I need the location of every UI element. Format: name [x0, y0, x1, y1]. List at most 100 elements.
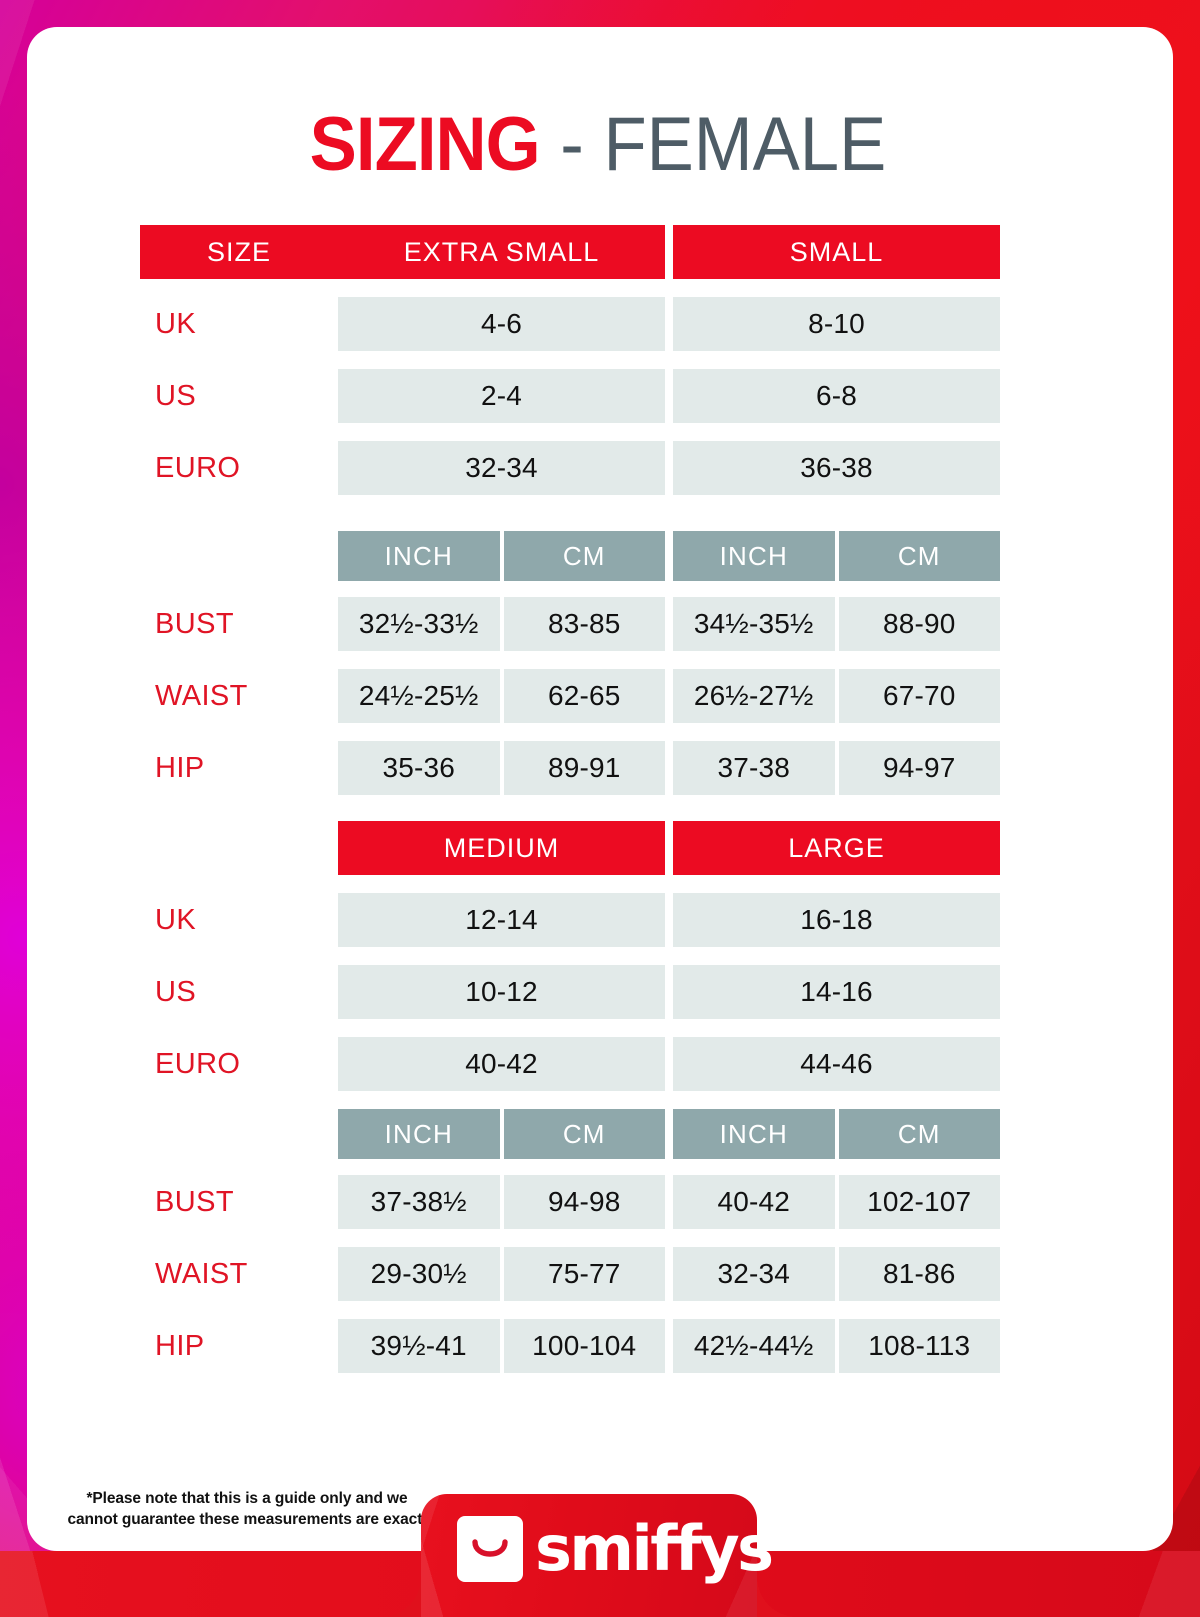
- row-label-hip: HIP: [155, 751, 205, 784]
- column-header-small: SMALL: [673, 225, 1000, 279]
- cell-hip-m-cm: 100-104: [503, 1319, 665, 1373]
- table-row-bust: BUST 32½-33½ 83-85 34½-35½ 88-90: [140, 597, 1000, 651]
- unit-header-inch-m: INCH: [338, 1109, 500, 1159]
- cell-waist-l-cm: 81-86: [838, 1247, 1000, 1301]
- smiffys-wordmark-text: smiffys: [535, 1511, 774, 1585]
- cell-separator: [499, 1247, 504, 1301]
- cell-separator: [834, 669, 839, 723]
- sizing-table-m-l: MEDIUM LARGE UK 12-14 16-18 US 10-12 14-…: [140, 821, 1000, 1373]
- sizing-card: SIZING - FEMALE SIZE EXTRA SMALL SMALL U…: [27, 27, 1173, 1551]
- cell-separator: [834, 597, 839, 651]
- cell-waist-m-inch: 29-30½: [338, 1247, 500, 1301]
- cell-bust-l-cm: 102-107: [838, 1175, 1000, 1229]
- table-row-hip: HIP 39½-41 100-104 42½-44½ 108-113: [140, 1319, 1000, 1373]
- smiffys-wordmark: smiffys ™: [535, 1517, 792, 1579]
- cell-uk-s: 8-10: [673, 297, 1000, 351]
- unit-header-cm-xs: CM: [503, 531, 665, 581]
- cell-separator: [834, 1247, 839, 1301]
- size-header-cell: SIZE: [140, 225, 338, 279]
- table-row-us: US 2-4 6-8: [140, 369, 1000, 423]
- cell-us-xs: 2-4: [338, 369, 665, 423]
- disclaimer-text: *Please note that this is a guide only a…: [67, 1490, 427, 1529]
- unit-header-separator: [499, 1109, 504, 1159]
- cell-separator: [499, 669, 504, 723]
- row-label-us: US: [155, 379, 197, 412]
- cell-waist-xs-inch: 24½-25½: [338, 669, 500, 723]
- cell-bust-s-cm: 88-90: [838, 597, 1000, 651]
- smile-icon: [457, 1516, 523, 1582]
- unit-header-row: INCH CM INCH CM: [140, 1109, 1000, 1159]
- row-label-waist: WAIST: [155, 679, 248, 712]
- row-label-uk: UK: [155, 307, 197, 340]
- cell-bust-xs-inch: 32½-33½: [338, 597, 500, 651]
- cell-uk-l: 16-18: [673, 893, 1000, 947]
- unit-header-label-spacer: [140, 1109, 338, 1159]
- table-row-uk: UK 12-14 16-18: [140, 893, 1000, 947]
- column-header-medium: MEDIUM: [338, 821, 665, 875]
- unit-header-cm-m: CM: [503, 1109, 665, 1159]
- cell-us-s: 6-8: [673, 369, 1000, 423]
- cell-separator: [499, 597, 504, 651]
- cell-hip-s-inch: 37-38: [673, 741, 835, 795]
- smiffys-logo: smiffys ™: [457, 1516, 792, 1582]
- unit-header-inch-l: INCH: [673, 1109, 835, 1159]
- unit-header-separator: [834, 531, 839, 581]
- size-header-spacer: [140, 821, 338, 875]
- unit-header-label-spacer: [140, 531, 338, 581]
- section-spacer: [140, 513, 1000, 531]
- title-light-part: - FEMALE: [560, 102, 887, 187]
- title-bold-part: SIZING: [309, 102, 541, 187]
- cell-waist-m-cm: 75-77: [503, 1247, 665, 1301]
- cell-hip-l-inch: 42½-44½: [673, 1319, 835, 1373]
- row-label-uk: UK: [155, 903, 197, 936]
- column-header-extra-small: EXTRA SMALL: [338, 225, 665, 279]
- cell-euro-l: 44-46: [673, 1037, 1000, 1091]
- cell-bust-l-inch: 40-42: [673, 1175, 835, 1229]
- row-label-us: US: [155, 975, 197, 1008]
- cell-hip-xs-cm: 89-91: [503, 741, 665, 795]
- cell-euro-s: 36-38: [673, 441, 1000, 495]
- unit-header-inch-xs: INCH: [338, 531, 500, 581]
- sizing-table-xs-s: SIZE EXTRA SMALL SMALL UK 4-6 8-10 US 2-…: [140, 225, 1000, 795]
- cell-us-m: 10-12: [338, 965, 665, 1019]
- cell-waist-l-inch: 32-34: [673, 1247, 835, 1301]
- cell-hip-xs-inch: 35-36: [338, 741, 500, 795]
- unit-header-cm-s: CM: [838, 531, 1000, 581]
- unit-header-row: INCH CM INCH CM: [140, 531, 1000, 581]
- trademark-icon: ™: [775, 1517, 792, 1535]
- row-label-euro: EURO: [155, 1047, 241, 1080]
- cell-hip-m-inch: 39½-41: [338, 1319, 500, 1373]
- cell-uk-xs: 4-6: [338, 297, 665, 351]
- cell-hip-s-cm: 94-97: [838, 741, 1000, 795]
- cell-bust-m-cm: 94-98: [503, 1175, 665, 1229]
- table-row-waist: WAIST 24½-25½ 62-65 26½-27½ 67-70: [140, 669, 1000, 723]
- cell-separator: [834, 1319, 839, 1373]
- unit-header-inch-s: INCH: [673, 531, 835, 581]
- cell-separator: [499, 1319, 504, 1373]
- cell-separator: [499, 741, 504, 795]
- cell-bust-s-inch: 34½-35½: [673, 597, 835, 651]
- row-label-waist: WAIST: [155, 1257, 248, 1290]
- row-label-euro: EURO: [155, 451, 241, 484]
- table-row-hip: HIP 35-36 89-91 37-38 94-97: [140, 741, 1000, 795]
- cell-hip-l-cm: 108-113: [838, 1319, 1000, 1373]
- table-header-row: MEDIUM LARGE: [140, 821, 1000, 875]
- cell-waist-s-cm: 67-70: [838, 669, 1000, 723]
- unit-header-separator: [499, 531, 504, 581]
- column-header-large: LARGE: [673, 821, 1000, 875]
- cell-separator: [834, 741, 839, 795]
- table-header-row: SIZE EXTRA SMALL SMALL: [140, 225, 1000, 279]
- cell-waist-xs-cm: 62-65: [503, 669, 665, 723]
- row-label-bust: BUST: [155, 1185, 234, 1218]
- unit-header-cm-l: CM: [838, 1109, 1000, 1159]
- cell-us-l: 14-16: [673, 965, 1000, 1019]
- table-row-us: US 10-12 14-16: [140, 965, 1000, 1019]
- cell-waist-s-inch: 26½-27½: [673, 669, 835, 723]
- row-label-hip: HIP: [155, 1329, 205, 1362]
- footer-tab-flare-right: [757, 1577, 797, 1617]
- table-row-euro: EURO 40-42 44-46: [140, 1037, 1000, 1091]
- cell-euro-m: 40-42: [338, 1037, 665, 1091]
- table-row-waist: WAIST 29-30½ 75-77 32-34 81-86: [140, 1247, 1000, 1301]
- footer-tab-flare-left: [381, 1577, 421, 1617]
- cell-separator: [499, 1175, 504, 1229]
